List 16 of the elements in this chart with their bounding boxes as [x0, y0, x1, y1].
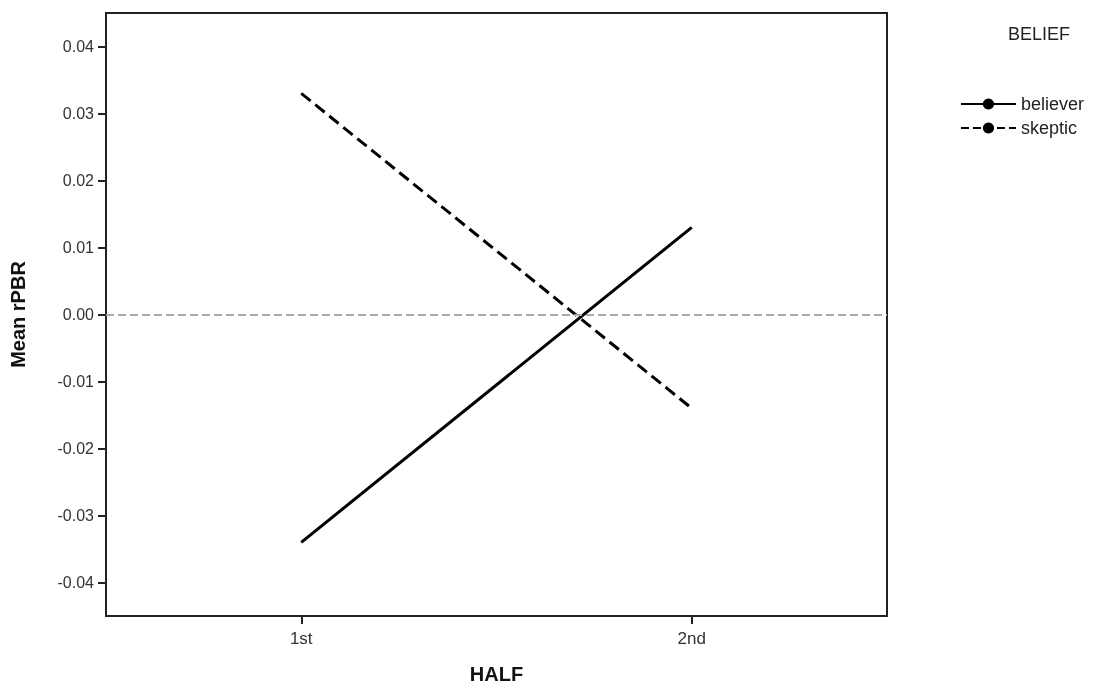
- y-tick-label: 0.04: [62, 38, 95, 55]
- y-tick-label: 0.03: [62, 105, 95, 122]
- x-tick-label: 1st: [289, 629, 313, 648]
- y-tick-label: -0.02: [57, 440, 95, 457]
- y-tick-label: -0.03: [57, 507, 95, 524]
- y-tick-label: -0.01: [57, 373, 95, 390]
- y-tick-label: 0.01: [62, 239, 95, 256]
- y-tick-label: 0.02: [62, 172, 95, 189]
- y-tick-label: -0.04: [57, 574, 95, 591]
- x-axis-title: HALF: [469, 663, 524, 685]
- y-tick-label: 0.00: [62, 306, 95, 323]
- legend-title: BELIEF: [1007, 24, 1071, 44]
- y-axis-title: Mean rPBR: [7, 260, 29, 368]
- x-tick-label: 2nd: [677, 629, 706, 648]
- legend-label: skeptic: [1020, 118, 1077, 138]
- legend-label: believer: [1020, 94, 1085, 114]
